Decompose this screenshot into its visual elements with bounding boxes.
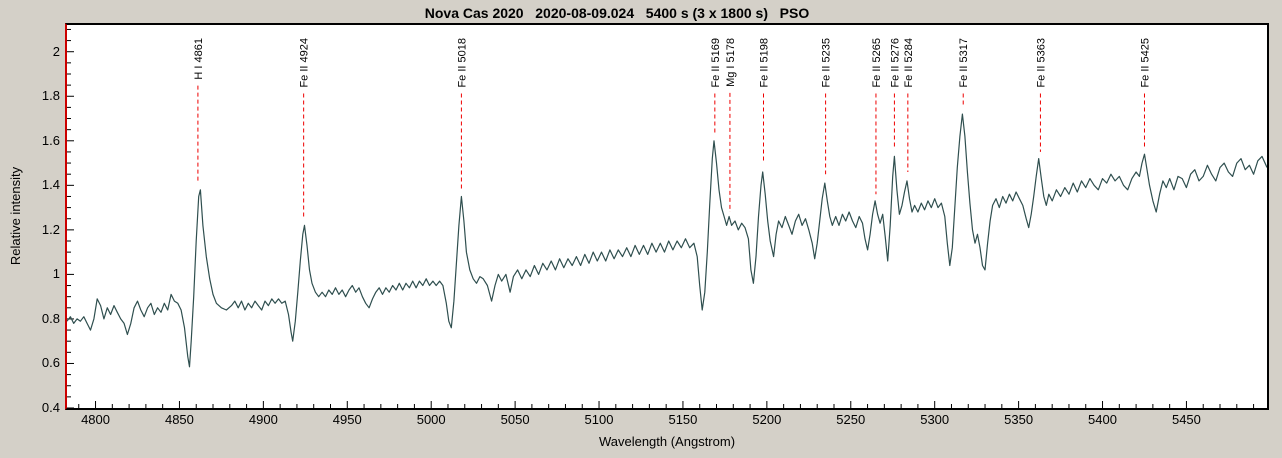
- x-tick-label: 4850: [164, 412, 194, 427]
- y-tick-label: 1.2: [41, 221, 60, 237]
- y-tick-label: 2: [52, 43, 60, 59]
- spectral-line-label: Fe II 5276: [889, 38, 901, 88]
- spectral-line-label: Fe II 5425: [1140, 38, 1152, 88]
- x-tick-label: 5100: [584, 412, 614, 427]
- y-tick-label: 1: [52, 266, 60, 282]
- spectral-line-label: Fe II 5235: [821, 38, 833, 88]
- spectral-line-label: Fe II 5317: [958, 38, 970, 88]
- spectral-line-label: H I 4861: [193, 38, 205, 80]
- y-tick-label: 0.4: [41, 400, 60, 415]
- y-tick-label: 1.8: [41, 88, 60, 104]
- spectral-line-label: Fe II 5284: [903, 38, 915, 88]
- x-tick-label: 4950: [332, 412, 362, 427]
- x-tick-label: 5150: [668, 412, 698, 427]
- spectral-line-label: Fe II 5169: [710, 38, 722, 88]
- spectral-line-label: Fe II 5198: [759, 38, 771, 88]
- y-tick-label: 1.6: [41, 132, 60, 148]
- y-tick-label: 0.8: [41, 310, 60, 326]
- spectral-line-label: Mg I 5178: [725, 38, 737, 87]
- x-tick-label: 4900: [248, 412, 278, 427]
- x-tick-label: 5250: [836, 412, 866, 427]
- x-tick-label: 5050: [500, 412, 530, 427]
- plot-area: H I 4861 Fe II 4924 Fe II 5018 Fe II 5169 Mg…: [65, 23, 1269, 410]
- y-tick-label: 0.6: [41, 355, 60, 371]
- spectral-line-label: Fe II 4924: [299, 38, 311, 88]
- x-tick-label: 5350: [1004, 412, 1034, 427]
- spectrum-line: [67, 113, 1267, 368]
- spectral-line-label: Fe II 5363: [1035, 38, 1047, 88]
- spectral-line-label: Fe II 5018: [456, 38, 468, 88]
- spectral-line-label: Fe II 5265: [871, 38, 883, 88]
- y-tick-label: 1.4: [41, 177, 60, 193]
- x-tick-label: 4800: [81, 412, 110, 427]
- x-tick-label: 5300: [920, 412, 950, 427]
- spectrum-chart: H I 4861 Fe II 4924 Fe II 5018 Fe II 5169 Mg…: [67, 28, 1267, 408]
- x-tick-label: 5200: [752, 412, 782, 427]
- page-title: Nova Cas 2020 2020-08-09.024 5400 s (3 x…: [424, 5, 810, 21]
- x-tick-label: 5450: [1171, 412, 1201, 427]
- x-tick-label: 5400: [1088, 412, 1117, 427]
- x-axis-title: Wavelength (Angstrom): [598, 434, 736, 449]
- x-tick-label: 5000: [416, 412, 446, 427]
